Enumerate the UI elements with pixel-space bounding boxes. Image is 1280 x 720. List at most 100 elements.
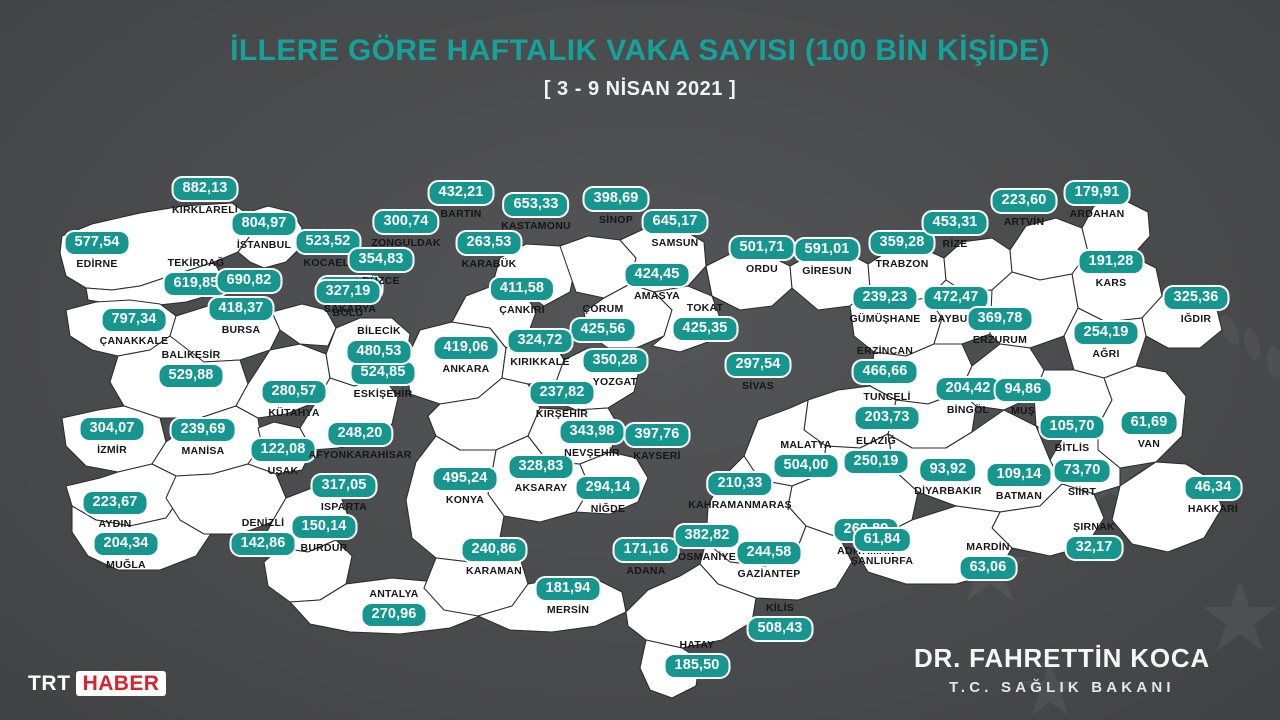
province-label: 297,54 SİVAS xyxy=(724,351,792,392)
province-value-badge: 382,82 xyxy=(673,522,741,550)
province-value-badge: 94,86 xyxy=(993,376,1053,404)
province-label: 432,21 BARTIN xyxy=(427,179,495,220)
province-name: ARDAHAN xyxy=(1069,208,1125,221)
province-name: ŞIRNAK xyxy=(1073,520,1115,533)
province-label: 645,17 SAMSUN xyxy=(641,208,709,250)
province-value-badge: 63,06 xyxy=(958,554,1018,582)
province-label: 244,58 GAZİANTEP xyxy=(735,539,803,580)
province-value-badge: 181,94 xyxy=(534,575,602,603)
province-name: ESKİŞEHİR xyxy=(353,388,413,401)
province-name: TRABZON xyxy=(875,258,929,271)
province-name: AFYONKARAHİSAR xyxy=(308,449,412,462)
province-label: 210,33 KAHRAMANMARAŞ xyxy=(688,470,792,511)
province-name: KARS xyxy=(1095,277,1127,290)
province-value-badge: 250,19 xyxy=(842,448,910,476)
province-value-badge: 425,56 xyxy=(569,316,637,344)
province-label: 105,70 BİTLİS xyxy=(1038,413,1106,454)
province-value-badge: 397,76 xyxy=(623,421,691,449)
province-value-badge: 237,82 xyxy=(528,379,596,407)
province-value-badge: 359,28 xyxy=(868,229,936,257)
page-title: İLLERE GÖRE HAFTALIK VAKA SAYISI (100 Bİ… xyxy=(230,34,1050,67)
province-label: 418,37 BURSA xyxy=(207,295,275,336)
province-name: ERZİNCAN xyxy=(856,344,914,357)
province-value-badge: 317,05 xyxy=(310,472,378,500)
province-name: KİLİS xyxy=(765,601,795,614)
province-value-badge: 270,96 xyxy=(360,601,428,629)
province-value-badge: 150,14 xyxy=(290,513,358,541)
province-label: 524,85 ESKİŞEHİR xyxy=(349,359,417,401)
province-value-badge: 529,88 xyxy=(157,362,225,390)
province-label: 204,34 MUĞLA xyxy=(92,530,160,571)
province-label: 263,53 KARABÜK xyxy=(455,229,523,270)
province-name: SAMSUN xyxy=(651,237,699,250)
province-value-badge: 239,69 xyxy=(169,416,237,444)
province-name: AKSARAY xyxy=(514,482,568,495)
province-value-badge: 93,92 xyxy=(918,456,978,484)
trt-haber-logo: TRT HABER xyxy=(28,671,167,696)
province-value-badge: 203,73 xyxy=(853,404,921,432)
province-label: 419,06 ANKARA xyxy=(432,334,500,375)
province-name: OSMANİYE xyxy=(677,551,737,564)
province-name: KIRŞEHİR xyxy=(535,408,589,421)
province-name: HAKKARİ xyxy=(1187,503,1239,516)
province-value-badge: 254,19 xyxy=(1072,319,1140,347)
province-label: 142,86 DENİZLİ xyxy=(229,517,297,558)
province-name: TEKİRDAĞ xyxy=(167,256,225,269)
logo-trt-text: TRT xyxy=(28,672,71,695)
province-value-badge: 304,07 xyxy=(78,415,146,443)
province-name: SİİRT xyxy=(1067,486,1097,499)
province-name: BOLU xyxy=(332,307,364,320)
province-name: MUŞ xyxy=(1010,405,1036,418)
province-label: 181,94 MERSİN xyxy=(534,575,602,617)
province-name: TUNCELİ xyxy=(863,390,911,403)
province-name: DİYARBAKIR xyxy=(914,485,982,498)
province-name: GİRESUN xyxy=(802,265,852,278)
province-name: ANTALYA xyxy=(369,587,419,600)
province-name: KOCAELİ xyxy=(303,257,353,270)
province-value-badge: 179,91 xyxy=(1063,179,1131,207)
date-range-subtitle: [ 3 - 9 NİSAN 2021 ] xyxy=(543,78,737,100)
province-value-badge: 61,84 xyxy=(852,526,912,554)
province-name: MERSİN xyxy=(546,604,590,617)
province-value-badge: 142,86 xyxy=(229,530,297,558)
province-label: 248,20 AFYONKARAHİSAR xyxy=(308,420,412,462)
province-label: 171,16 ADANA xyxy=(612,536,680,577)
province-value-badge: 122,08 xyxy=(249,436,317,464)
province-label: 882,13 KIRKLARELİ xyxy=(171,175,239,216)
province-name: AYDIN xyxy=(98,518,132,531)
province-value-badge: 504,00 xyxy=(772,452,840,480)
header: İLLERE GÖRE HAFTALIK VAKA SAYISI (100 Bİ… xyxy=(0,34,1280,101)
province-name: RİZE xyxy=(942,238,968,251)
province-name: YOZGAT xyxy=(592,376,638,389)
province-value-badge: 804,97 xyxy=(230,210,298,238)
province-value-badge: 223,60 xyxy=(990,187,1058,215)
province-name: ÇANKIRI xyxy=(499,304,545,317)
province-label: 804,97 İSTANBUL xyxy=(230,210,298,251)
province-label: 223,67 AYDIN xyxy=(81,489,149,531)
province-value-badge: 354,83 xyxy=(347,246,415,274)
province-label: 204,42 BİNGÖL xyxy=(934,375,1002,416)
province-label: 294,14 NİĞDE xyxy=(574,474,642,515)
province-value-badge: 210,33 xyxy=(706,470,774,498)
province-label: 425,56 ÇORUM xyxy=(569,302,637,344)
province-label: 239,69 MANİSA xyxy=(169,416,237,457)
province-value-badge: 244,58 xyxy=(735,539,803,567)
province-name: NEVŞEHİR xyxy=(564,447,620,460)
province-value-badge: 171,16 xyxy=(612,536,680,564)
province-label: 327,19 BOLU xyxy=(314,278,382,320)
province-label: 254,19 AĞRI xyxy=(1072,319,1140,360)
logo-haber-text: HABER xyxy=(75,671,167,696)
province-name: ZONGULDAK xyxy=(371,237,441,250)
province-value-badge: 653,33 xyxy=(502,191,570,219)
province-value-badge: 328,83 xyxy=(507,453,575,481)
province-value-badge: 411,58 xyxy=(488,275,556,303)
province-label: 191,28 KARS xyxy=(1077,248,1145,290)
province-value-badge: 73,70 xyxy=(1052,457,1112,485)
province-name: ÇORUM xyxy=(582,302,624,315)
province-label: 350,28 YOZGAT xyxy=(581,347,649,389)
minister-role: T.C. SAĞLIK BAKANI xyxy=(949,679,1175,696)
province-value-badge: 398,69 xyxy=(582,185,650,213)
